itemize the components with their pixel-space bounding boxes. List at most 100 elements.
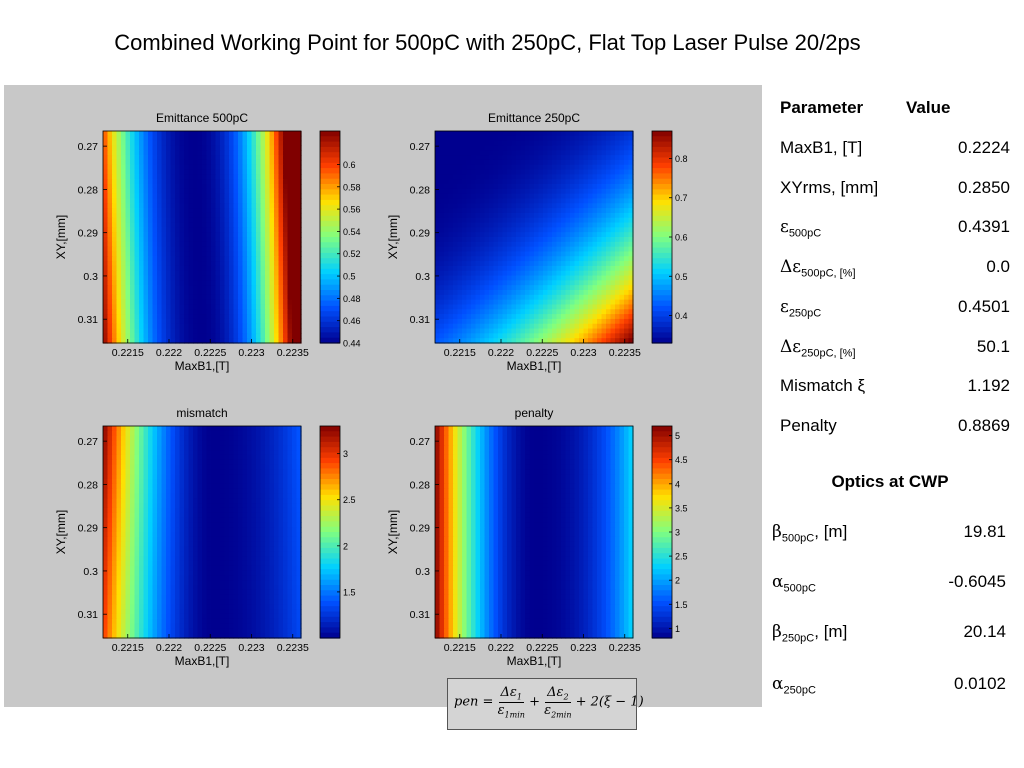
heatmap-cell bbox=[260, 299, 266, 306]
heatmap-cell bbox=[197, 256, 203, 262]
heatmap-cell bbox=[229, 174, 235, 180]
heatmap-cell bbox=[274, 135, 280, 142]
heatmap-cell bbox=[615, 145, 621, 151]
heatmap-cell bbox=[161, 290, 167, 296]
heatmap-cell bbox=[206, 251, 212, 257]
heatmap-cell bbox=[157, 222, 163, 228]
heatmap-cell bbox=[193, 527, 199, 533]
heatmap-cell bbox=[529, 208, 535, 214]
heatmap-cell bbox=[184, 304, 190, 310]
heatmap-cell bbox=[175, 430, 181, 437]
heatmap-cell bbox=[229, 507, 235, 514]
heatmap-cell bbox=[143, 193, 149, 200]
heatmap-cell bbox=[457, 174, 463, 180]
heatmap-cell bbox=[579, 314, 585, 320]
heatmap-cell bbox=[583, 184, 589, 190]
heatmap-cell bbox=[206, 333, 212, 339]
heatmap-cell bbox=[170, 217, 176, 224]
heatmap-cell bbox=[471, 261, 477, 267]
heatmap-cell bbox=[498, 256, 504, 262]
heatmap-cell bbox=[238, 150, 244, 156]
heatmap-cell bbox=[152, 203, 158, 209]
heatmap-cell bbox=[139, 241, 145, 248]
heatmap-cell bbox=[175, 188, 181, 195]
heatmap-cell bbox=[265, 426, 271, 432]
heatmap-cell bbox=[143, 512, 149, 519]
heatmap-cell bbox=[215, 488, 221, 495]
heatmap-cell bbox=[597, 222, 603, 228]
heatmap-cell bbox=[130, 314, 136, 320]
heatmap-cell bbox=[112, 193, 118, 200]
heatmap-cell bbox=[179, 454, 185, 461]
heatmap-cell bbox=[583, 270, 589, 277]
heatmap-cell bbox=[157, 232, 163, 238]
heatmap-cell bbox=[466, 232, 472, 238]
heatmap-cell bbox=[628, 237, 634, 243]
heatmap-cell bbox=[552, 184, 558, 190]
heatmap-cell bbox=[283, 222, 289, 228]
heatmap-cell bbox=[448, 193, 454, 200]
heatmap-cell bbox=[475, 188, 481, 195]
heatmap-cell bbox=[206, 208, 212, 214]
heatmap-cell bbox=[435, 338, 441, 344]
heatmap-cell bbox=[466, 265, 472, 272]
heatmap-cell bbox=[552, 280, 558, 286]
heatmap-cell bbox=[489, 280, 495, 286]
heatmap-cell bbox=[107, 155, 113, 161]
heatmap-cell bbox=[502, 299, 508, 306]
heatmap-cell bbox=[619, 212, 625, 219]
heatmap-cell bbox=[247, 464, 253, 470]
heatmap-cell bbox=[188, 488, 194, 495]
heatmap-cell bbox=[166, 464, 172, 470]
heatmap-cell bbox=[175, 135, 181, 142]
heatmap-cell bbox=[529, 270, 535, 277]
heatmap-cell bbox=[579, 184, 585, 190]
heatmap-cell bbox=[269, 503, 275, 509]
heatmap-cell bbox=[547, 232, 553, 238]
heatmap-cell bbox=[274, 522, 280, 528]
heatmap-cell bbox=[202, 314, 208, 320]
heatmap-cell bbox=[161, 328, 167, 334]
heatmap-cell bbox=[628, 179, 634, 185]
heatmap-cell bbox=[211, 493, 217, 499]
heatmap-cell bbox=[610, 193, 616, 200]
heatmap-cell bbox=[287, 280, 293, 286]
heatmap-cell bbox=[242, 184, 248, 190]
heatmap-cell bbox=[175, 256, 181, 262]
heatmap-cell bbox=[193, 294, 199, 301]
heatmap-cell bbox=[121, 507, 127, 514]
heatmap-cell bbox=[260, 198, 266, 204]
heatmap-cell bbox=[157, 290, 163, 296]
heatmap-cell bbox=[547, 203, 553, 209]
heatmap-cell bbox=[552, 251, 558, 257]
heatmap-cell bbox=[256, 155, 262, 161]
heatmap-cell bbox=[561, 241, 567, 248]
heatmap-cell bbox=[242, 517, 248, 523]
heatmap-cell bbox=[103, 333, 109, 339]
heatmap-cell bbox=[507, 222, 513, 228]
heatmap-cell bbox=[543, 164, 549, 171]
heatmap-cell bbox=[229, 333, 235, 339]
heatmap-cell bbox=[130, 450, 136, 456]
heatmap-cell bbox=[278, 493, 284, 499]
heatmap-cell bbox=[247, 493, 253, 499]
heatmap-cell bbox=[498, 208, 504, 214]
heatmap-cell bbox=[498, 203, 504, 209]
heatmap-cell bbox=[292, 430, 298, 437]
heatmap-cell bbox=[197, 131, 203, 137]
heatmap-cell bbox=[588, 159, 594, 166]
heatmap-cell bbox=[615, 184, 621, 190]
heatmap-cell bbox=[233, 318, 239, 325]
heatmap-cell bbox=[529, 198, 535, 204]
heatmap-cell bbox=[489, 188, 495, 195]
heatmap-cell bbox=[134, 212, 140, 219]
heatmap-cell bbox=[269, 203, 275, 209]
heatmap-cell bbox=[498, 212, 504, 219]
heatmap-cell bbox=[179, 304, 185, 310]
heatmap-cell bbox=[179, 445, 185, 451]
heatmap-cell bbox=[579, 188, 585, 195]
heatmap-cell bbox=[166, 241, 172, 248]
heatmap-cell bbox=[121, 256, 127, 262]
heatmap-cell bbox=[624, 145, 630, 151]
heatmap-cell bbox=[525, 164, 531, 171]
